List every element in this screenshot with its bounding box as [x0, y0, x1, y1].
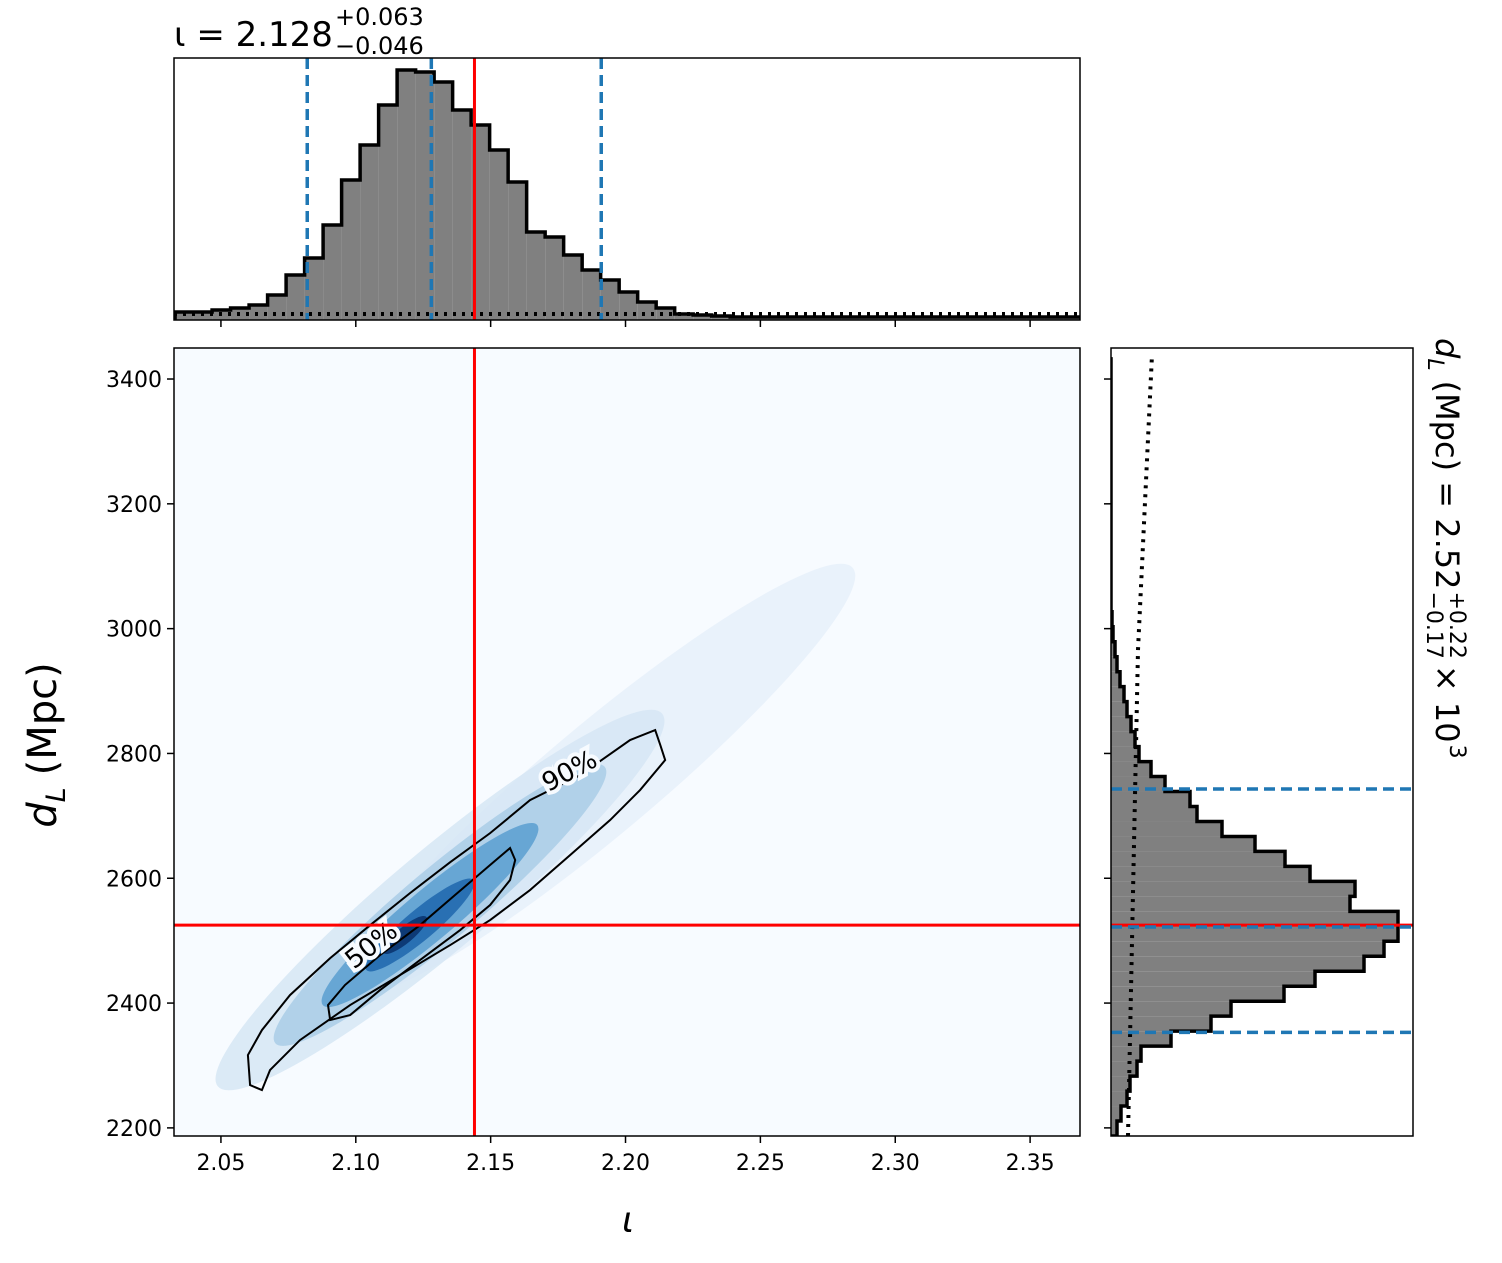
hist-bar [656, 308, 675, 320]
hist-bar [1111, 1106, 1121, 1122]
y-axis-unit: (Mpc) [20, 662, 66, 775]
hist-bar [582, 270, 601, 320]
hist-bar [397, 70, 416, 320]
y-tick-label: 2800 [106, 742, 162, 767]
hist-bar [1111, 1046, 1141, 1062]
hist-bar [1111, 836, 1255, 852]
hist-bar [1111, 746, 1139, 762]
hist-bar [304, 258, 324, 320]
title-upper: +0.063 [335, 3, 424, 31]
hist-bar [693, 315, 712, 320]
hist-bar [1111, 821, 1222, 837]
hist-bar [1111, 1031, 1171, 1047]
title-main: (Mpc) = 2.52 [1428, 381, 1466, 590]
hist-bar [563, 255, 583, 320]
hist-bar [1111, 731, 1135, 747]
hist-bar [489, 150, 509, 320]
title-main: ι = 2.128 [174, 15, 333, 55]
hist-bar [434, 82, 453, 320]
y-tick-label: 3000 [106, 618, 162, 643]
right-title: dL (Mpc) = 2.52+0.22−0.17 × 10 3 [1421, 338, 1469, 759]
y-axis-symbol-sub: L [41, 787, 72, 802]
y-tick-label: 3400 [106, 368, 162, 393]
hist-outline [1111, 357, 1400, 1136]
hist-bar [341, 180, 361, 320]
title-exponent: 3 [1444, 745, 1469, 759]
hist-bar [545, 237, 564, 320]
top-panel [174, 58, 1080, 320]
x-tick-label: 2.10 [331, 1151, 380, 1176]
right-frame [1110, 347, 1414, 1137]
hist-bar [1111, 1121, 1117, 1136]
hist-bar [1111, 911, 1398, 927]
hist-bar [1111, 761, 1151, 777]
x-tick-label: 2.30 [871, 1151, 920, 1176]
hist-bar [1111, 1091, 1127, 1107]
y-axis-label: dL (Mpc) [20, 662, 72, 828]
main-frame [173, 347, 1081, 1137]
hist-bar [1111, 956, 1364, 972]
x-tick-label: 2.15 [466, 1151, 515, 1176]
hist-bar [1111, 1016, 1211, 1032]
y-tick-label: 2400 [106, 992, 162, 1017]
hist-bar [286, 275, 305, 320]
hist-bar [378, 105, 398, 320]
hist-bar [1111, 806, 1197, 822]
title-symbol: d [1428, 338, 1466, 359]
hist-bar [249, 305, 268, 320]
axes: 2.05 2.10 2.15 2.20 2.25 2.30 2.35 2200 2400 2600… [106, 320, 1111, 1176]
contour-line [246, 728, 667, 1092]
hist-bar [711, 316, 731, 320]
prior-line [1126, 354, 1154, 1136]
hist-bar [415, 72, 435, 320]
title-lower: −0.046 [335, 32, 424, 60]
hist-bar [1111, 866, 1310, 882]
top-frame [173, 57, 1081, 321]
hist-bar [1111, 1061, 1137, 1077]
title-factor: × 10 [1428, 665, 1466, 743]
hist-bar [1111, 896, 1350, 912]
y-axis-symbol: d [20, 802, 66, 828]
hist-bar [1111, 686, 1124, 702]
right-panel [1111, 354, 1413, 1136]
hist-bar [1111, 791, 1190, 807]
top-title: ι = 2.128 +0.063−0.046 [174, 3, 424, 60]
hist-bar [1111, 716, 1131, 732]
hist-bar [1111, 701, 1127, 717]
x-tick-label: 2.35 [1006, 1151, 1055, 1176]
hist-bar [1111, 941, 1384, 957]
hist-bar [452, 110, 472, 320]
y-tick-label: 3200 [106, 493, 162, 518]
hist-bar [1111, 851, 1285, 867]
x-tick-label: 2.20 [601, 1151, 650, 1176]
hist-bar [1111, 641, 1115, 657]
hist-bar [1111, 881, 1355, 897]
title-upper: +0.22 [1444, 591, 1469, 658]
hist-bar [1111, 656, 1117, 672]
hist-bar [508, 182, 527, 320]
title-lower: −0.17 [1421, 591, 1446, 658]
y-tick-label: 2600 [106, 867, 162, 892]
hist-bar [526, 232, 546, 320]
hist-bar [1111, 986, 1284, 1002]
hist-bar [600, 280, 620, 320]
hist-bar [1111, 671, 1120, 687]
title-symbol-sub: L [1422, 358, 1447, 370]
hist-bar [323, 225, 342, 320]
hist-bar [1111, 971, 1315, 987]
hist-bar [637, 302, 657, 320]
x-tick-label: 2.05 [196, 1151, 245, 1176]
hist-bar [674, 314, 694, 320]
x-tick-label: 2.25 [736, 1151, 785, 1176]
hist-bar [267, 295, 287, 320]
hist-bar [1111, 1001, 1231, 1017]
x-axis-label: ι [622, 1200, 634, 1241]
hist-bar [1111, 1076, 1130, 1092]
y-tick-label: 2200 [106, 1117, 162, 1142]
hist-bar [360, 145, 379, 320]
main-panel: 50%90% [174, 348, 1080, 1136]
hist-outline [174, 68, 1080, 320]
hist-bar [1111, 926, 1398, 942]
